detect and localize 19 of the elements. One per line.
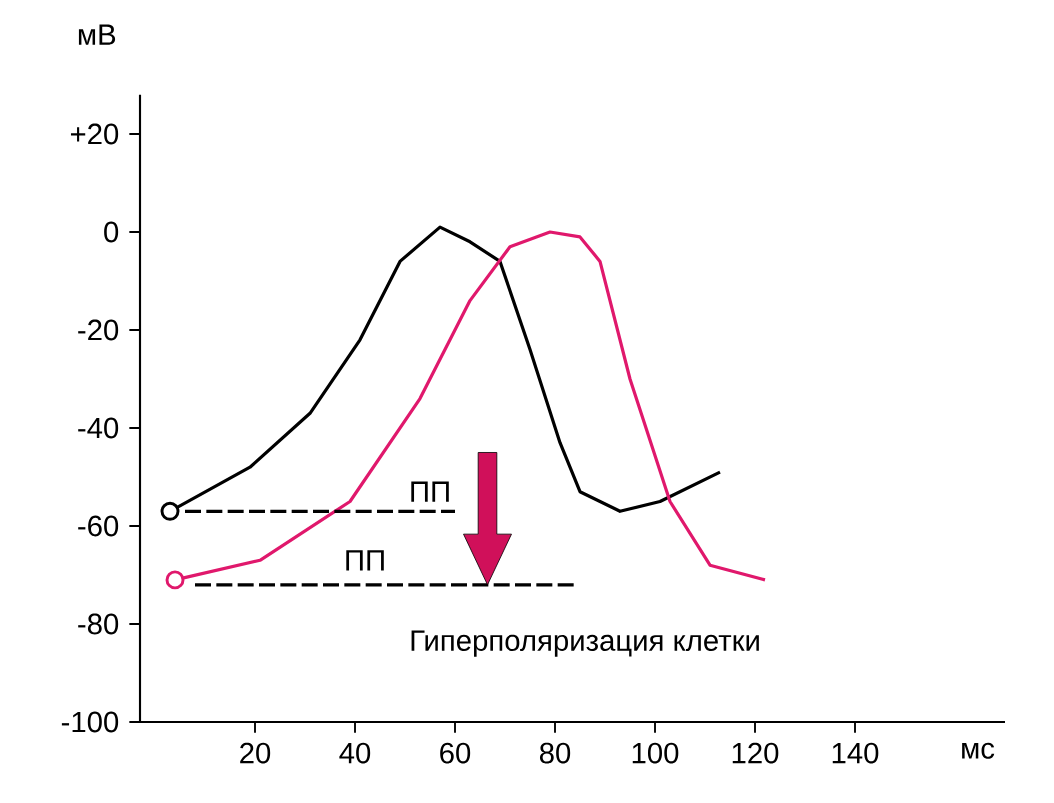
x-tick-label: 120 [732,742,779,764]
y-tick-label: -100 [61,711,119,733]
y-tick-label: 0 [104,221,119,243]
y-tick-label: +20 [70,123,119,145]
annotation: ПП [411,481,449,502]
x-tick-label: 80 [539,742,571,764]
annotation: Гиперполяризация клетки [411,630,759,657]
x-axis-title: мс [962,742,995,759]
x-tick-label: 20 [240,742,271,764]
x-tick-label: 100 [632,742,679,764]
x-tick-label: 140 [832,742,879,764]
y-tick-label: -20 [78,319,119,341]
y-tick-label: -60 [78,515,119,537]
x-tick-label: 40 [339,742,371,764]
y-tick-label: -40 [78,417,119,439]
x-tick-label: 60 [440,742,471,764]
y-tick-label: -80 [78,613,119,635]
annotation: ПП [346,550,384,571]
y-axis-title: мВ [78,24,116,45]
